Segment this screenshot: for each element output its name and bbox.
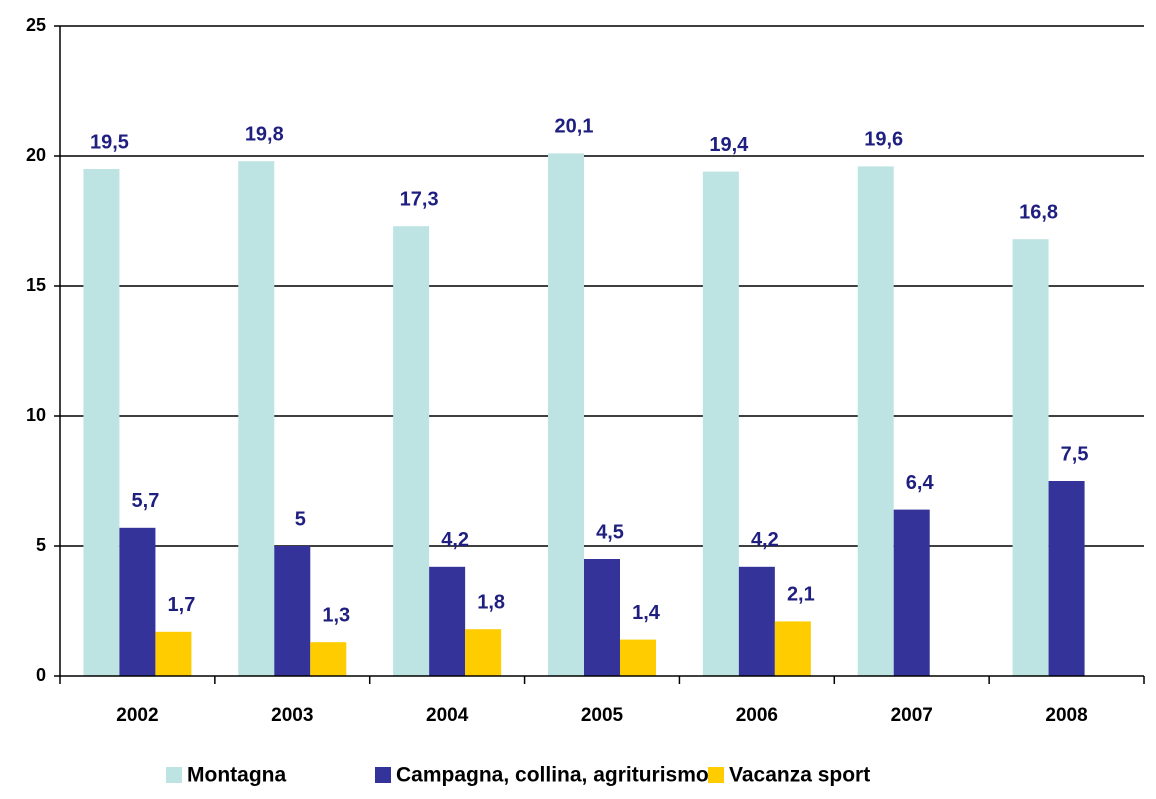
bar xyxy=(738,566,775,676)
bar xyxy=(1048,481,1085,676)
data-label: 19,8 xyxy=(245,123,284,145)
bar xyxy=(702,171,739,676)
legend-swatch xyxy=(375,767,391,783)
legend-swatch xyxy=(708,767,724,783)
bar xyxy=(465,629,502,676)
data-label: 7,5 xyxy=(1061,443,1089,465)
data-label: 4,2 xyxy=(441,529,469,551)
bar xyxy=(274,546,311,676)
bar xyxy=(310,642,347,676)
data-label: 5 xyxy=(295,508,306,530)
y-tick-label: 15 xyxy=(26,275,46,295)
bar xyxy=(155,631,192,676)
data-label: 1,8 xyxy=(477,591,505,613)
x-tick-label: 2005 xyxy=(581,705,624,726)
data-label: 20,1 xyxy=(555,116,594,138)
y-tick-label: 25 xyxy=(26,15,46,35)
data-label: 4,2 xyxy=(751,529,779,551)
data-label: 16,8 xyxy=(1019,201,1058,223)
legend-label: Campagna, collina, agriturismo xyxy=(396,764,709,787)
y-tick-label: 10 xyxy=(26,405,46,425)
data-label: 1,7 xyxy=(168,594,196,616)
legend-label: Montagna xyxy=(187,764,286,787)
legend-swatch xyxy=(166,767,182,783)
y-tick-label: 5 xyxy=(36,535,46,555)
bar xyxy=(584,559,620,676)
x-tick-label: 2006 xyxy=(736,705,778,726)
data-label: 17,3 xyxy=(400,188,439,210)
x-tick-label: 2002 xyxy=(116,705,158,726)
data-label: 19,4 xyxy=(709,134,749,156)
bar xyxy=(393,226,430,676)
data-label: 1,4 xyxy=(632,602,661,624)
y-tick-label: 0 xyxy=(36,665,46,685)
bar xyxy=(1012,239,1049,676)
data-label: 1,3 xyxy=(322,604,350,626)
x-tick-label: 2003 xyxy=(271,705,313,726)
data-label: 19,6 xyxy=(864,129,903,151)
x-tick-label: 2008 xyxy=(1045,705,1087,726)
y-tick-label: 20 xyxy=(26,145,46,165)
bar xyxy=(548,153,584,676)
bar xyxy=(620,639,656,676)
data-label: 19,5 xyxy=(90,131,129,153)
bar xyxy=(83,169,120,676)
data-label: 5,7 xyxy=(132,490,160,512)
x-tick-label: 2004 xyxy=(426,705,469,726)
bar xyxy=(119,527,156,676)
bar xyxy=(238,161,275,676)
bar xyxy=(857,166,894,676)
bar xyxy=(893,509,930,676)
legend-label: Vacanza sport xyxy=(729,764,870,787)
data-label: 2,1 xyxy=(787,584,815,606)
bar xyxy=(429,566,466,676)
data-label: 6,4 xyxy=(906,472,935,494)
bar xyxy=(774,621,811,676)
data-label: 4,5 xyxy=(596,521,624,543)
x-tick-label: 2007 xyxy=(891,705,933,726)
